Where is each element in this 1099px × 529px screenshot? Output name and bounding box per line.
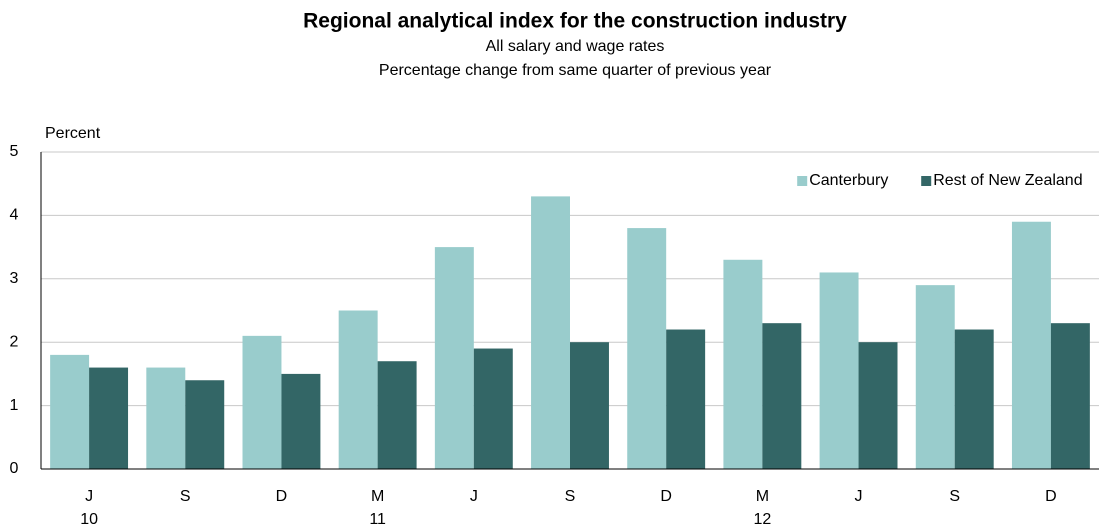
- x-tick-label: S: [180, 488, 191, 505]
- x-tick-label: D: [1045, 488, 1057, 505]
- bar: [627, 228, 667, 469]
- bar: [666, 329, 706, 469]
- x-tick-label: M: [756, 488, 769, 505]
- bar: [185, 380, 225, 469]
- legend-swatch: [797, 176, 808, 186]
- legend-label: Canterbury: [809, 172, 888, 189]
- bar: [146, 367, 186, 469]
- bar: [1050, 323, 1090, 469]
- x-tick-label: D: [276, 488, 288, 505]
- y-tick-label: 4: [10, 207, 19, 224]
- y-tick-label: 0: [10, 460, 19, 477]
- x-tick-label: J: [85, 488, 93, 505]
- bar: [1011, 221, 1051, 469]
- bar: [531, 196, 570, 469]
- bar: [819, 272, 859, 469]
- x-tick-label: M: [371, 488, 384, 505]
- x-tick-label: J: [855, 488, 863, 505]
- x-year-label: 12: [753, 511, 771, 528]
- legend-label: Rest of New Zealand: [933, 172, 1082, 189]
- y-axis-label: Percent: [45, 125, 101, 142]
- bar: [377, 361, 417, 469]
- bar: [858, 342, 898, 469]
- bar: [473, 348, 513, 469]
- bar: [762, 323, 802, 469]
- x-year-label: 11: [369, 511, 386, 528]
- x-tick-label: S: [949, 488, 960, 505]
- legend-swatch: [921, 176, 932, 186]
- chart-subtitle: Percentage change from same quarter of p…: [379, 62, 772, 79]
- x-tick-label: J: [470, 488, 478, 505]
- bar: [281, 373, 321, 469]
- bar: [89, 367, 129, 469]
- y-tick-label: 5: [10, 143, 19, 160]
- y-tick-label: 2: [10, 333, 19, 350]
- x-tick-label: D: [660, 488, 672, 505]
- bar: [242, 335, 282, 469]
- x-tick-label: S: [565, 488, 576, 505]
- y-tick-label: 3: [10, 270, 19, 287]
- bar: [338, 310, 378, 469]
- bar: [50, 354, 90, 469]
- x-year-label: 10: [80, 511, 98, 528]
- bar: [570, 342, 609, 469]
- bar: [723, 259, 763, 469]
- chart-title: Regional analytical index for the constr…: [303, 10, 847, 33]
- bar: [915, 285, 955, 469]
- bar: [954, 329, 994, 469]
- y-tick-label: 1: [10, 397, 19, 414]
- bar: [434, 247, 474, 469]
- chart-subtitle: All salary and wage rates: [486, 38, 665, 55]
